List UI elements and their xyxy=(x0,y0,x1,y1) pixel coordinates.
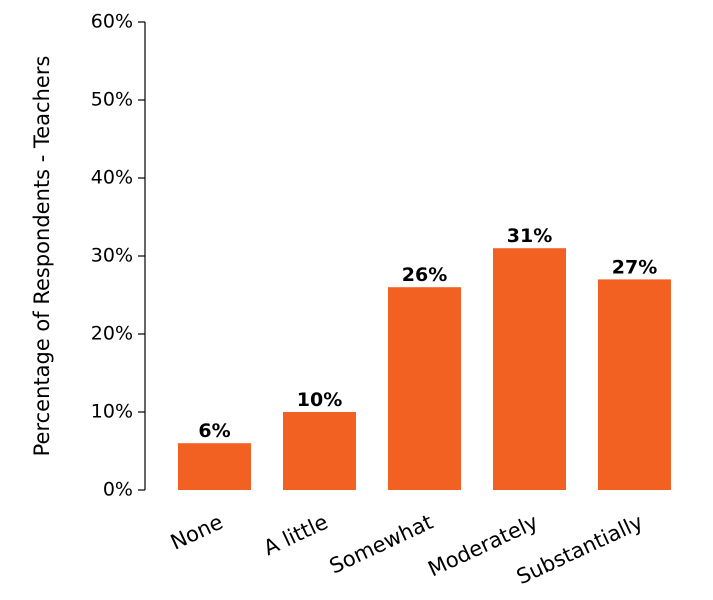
x-category-label: A little xyxy=(260,510,332,560)
y-tick-label: 50% xyxy=(91,89,133,111)
bar-value-label: 27% xyxy=(612,256,657,278)
x-category-label: None xyxy=(167,510,227,555)
bar-value-label: 6% xyxy=(198,420,230,442)
y-tick-label: 40% xyxy=(91,167,133,189)
y-tick-label: 10% xyxy=(91,401,133,423)
y-tick-label: 30% xyxy=(91,245,133,267)
y-axis-title-group: Percentage of Respondents - Teachers xyxy=(30,56,54,457)
bar xyxy=(283,412,356,490)
bar-value-label: 10% xyxy=(297,389,342,411)
y-tick-label: 60% xyxy=(91,11,133,33)
x-category-label: Somewhat xyxy=(326,510,437,579)
bar xyxy=(598,279,671,490)
y-tick-label: 20% xyxy=(91,323,133,345)
y-tick-label: 0% xyxy=(103,479,133,501)
bar xyxy=(388,287,461,490)
bar-value-label: 31% xyxy=(507,225,552,247)
axes: 0% 10% 20% 30% 40% 50% 60% xyxy=(91,11,146,501)
bar xyxy=(178,443,251,490)
bar xyxy=(493,248,566,490)
bars xyxy=(178,248,671,490)
bar-value-label: 26% xyxy=(402,264,447,286)
y-axis-title: Percentage of Respondents - Teachers xyxy=(30,56,54,457)
